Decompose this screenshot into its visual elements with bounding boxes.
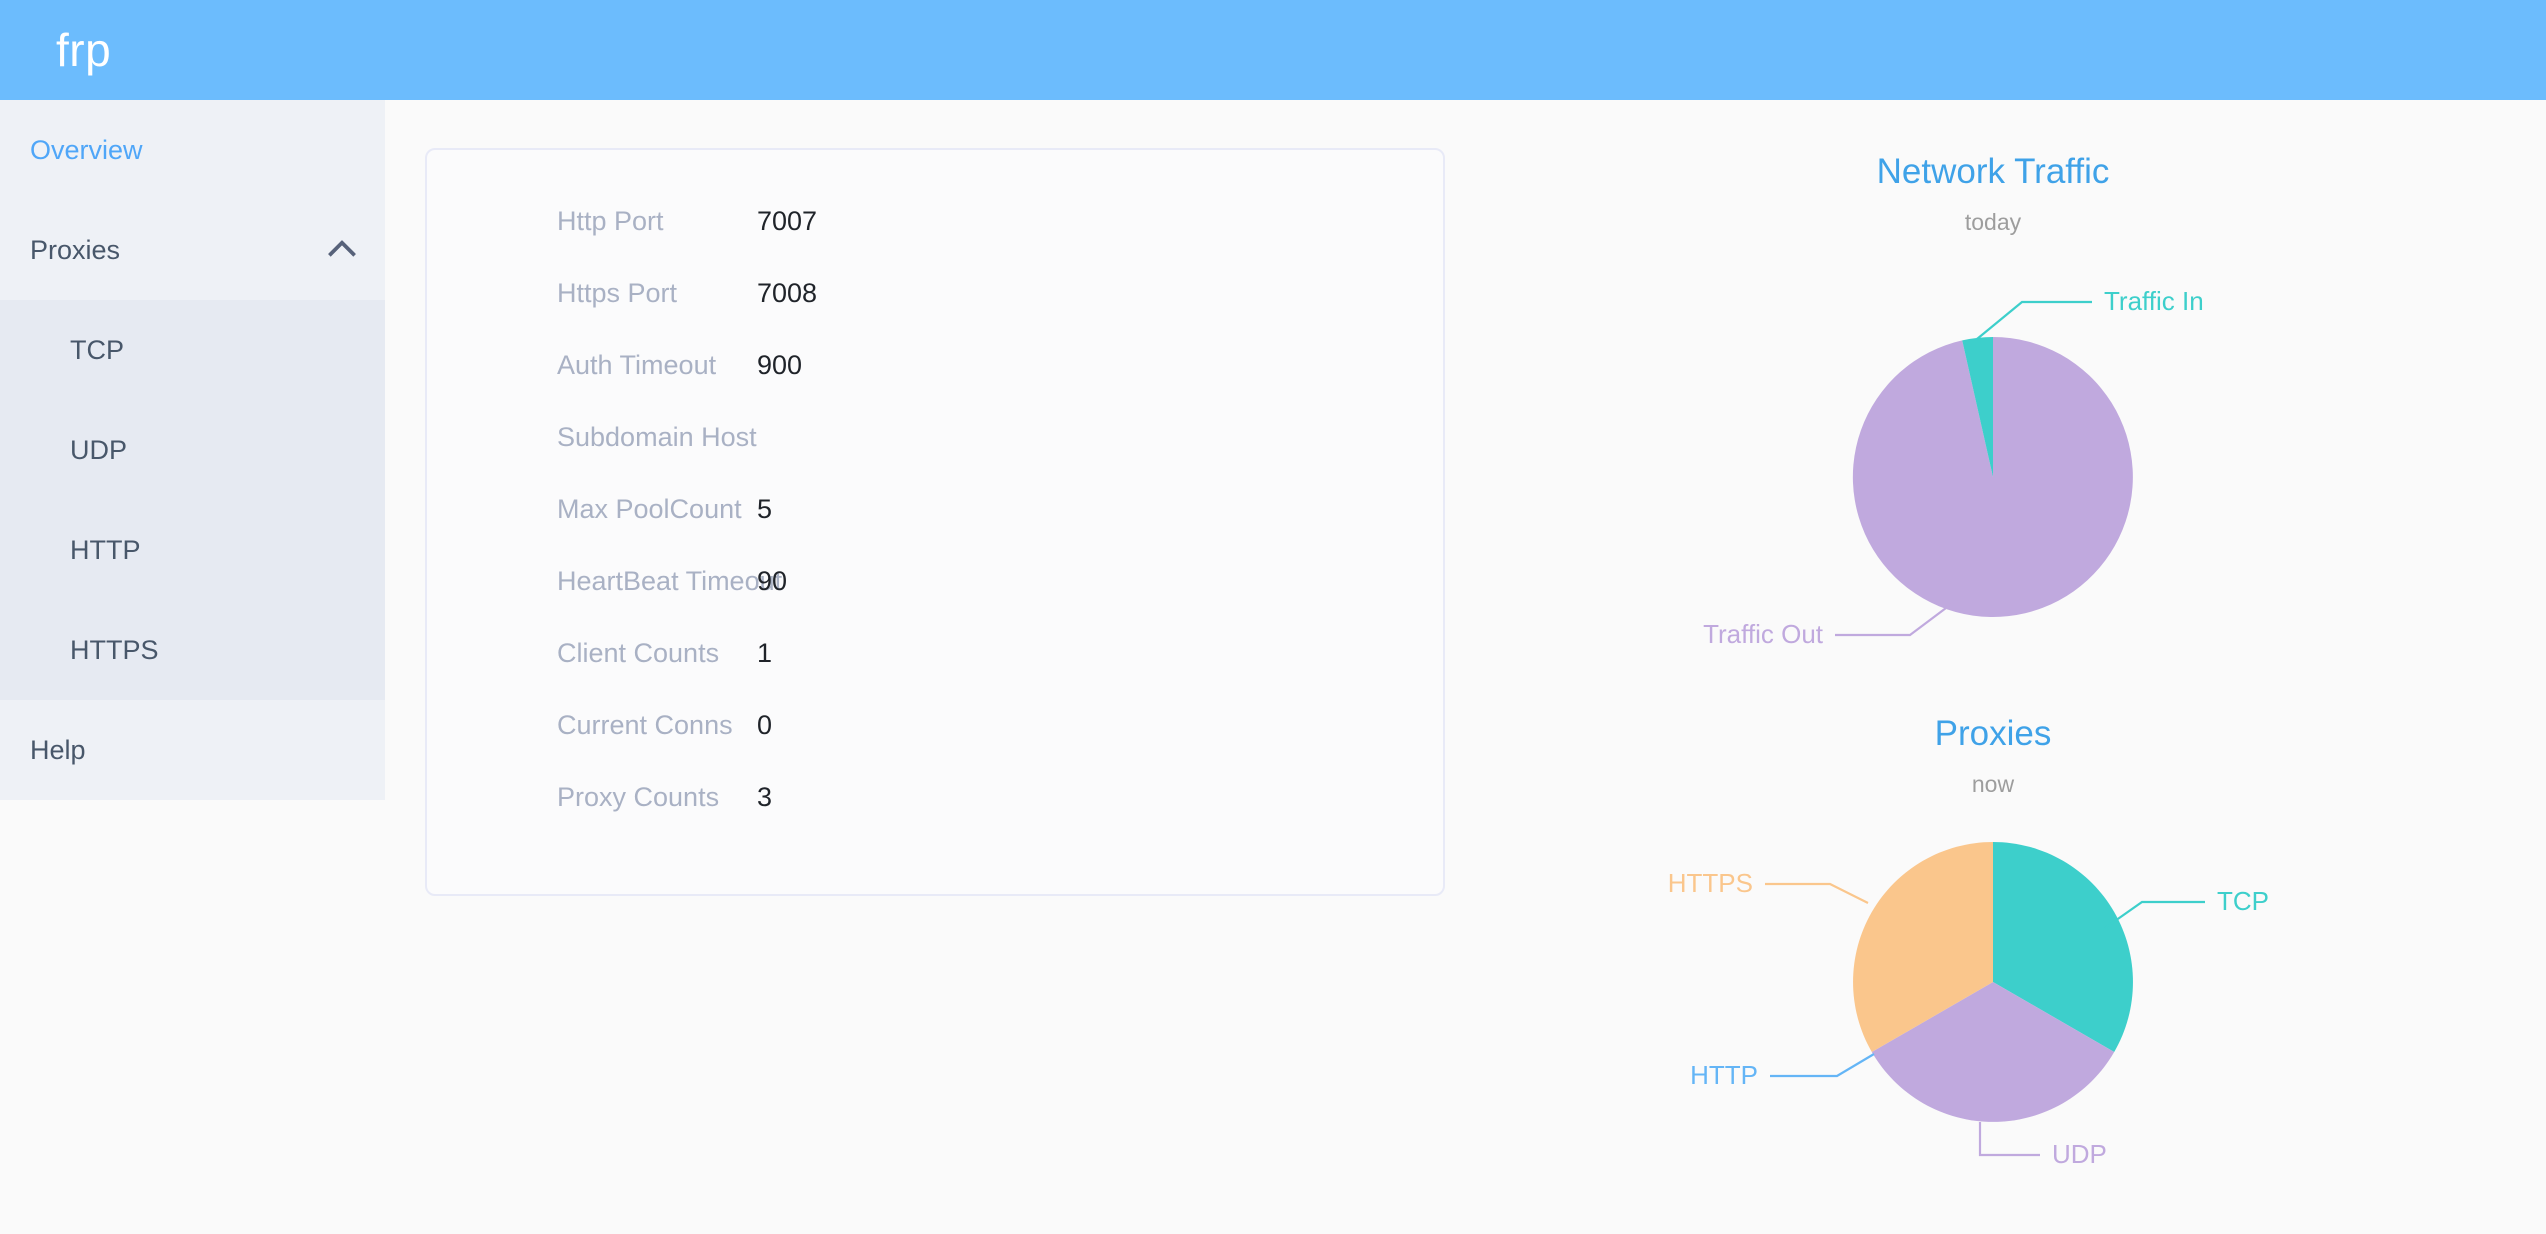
network-traffic-chart: Network Traffic today Traffic In Traffic…: [1440, 100, 2546, 660]
chart-title: Proxies: [1934, 714, 2052, 753]
pie-label-traffic-in: Traffic In: [2104, 286, 2204, 316]
pie-leader-udp: [1978, 1122, 2040, 1157]
pie-slice-https[interactable]: [1853, 842, 1993, 1052]
info-label: Proxy Counts: [557, 782, 720, 812]
sidebar-submenu-proxies: TCP UDP HTTP HTTPS: [0, 300, 385, 700]
network-traffic-pie-wrap[interactable]: Traffic In Traffic Out: [1440, 240, 2546, 660]
table-row: Max PoolCount 5: [427, 494, 1443, 566]
info-value: 900: [757, 350, 803, 380]
info-label: Current Conns: [557, 710, 733, 740]
table-row: Current Conns 0: [427, 710, 1443, 782]
info-label: Http Port: [557, 206, 664, 236]
table-row: Subdomain Host: [427, 422, 1443, 494]
info-label: Https Port: [557, 278, 678, 308]
sidebar-item-help-label: Help: [30, 734, 86, 765]
info-value: 5: [757, 494, 773, 524]
app-header: frp: [0, 0, 2546, 100]
sidebar-item-http[interactable]: HTTP: [0, 500, 385, 600]
info-value: 7008: [757, 278, 818, 308]
chart-subtitle: today: [1964, 209, 2022, 235]
proxies-pie-wrap[interactable]: TCP UDP HTTP HTTPS: [1440, 802, 2546, 1222]
sidebar-item-proxies[interactable]: Proxies: [0, 200, 385, 300]
charts-column: Network Traffic today Traffic In Traffic…: [1440, 100, 2546, 1234]
table-row: Http Port 7007: [427, 206, 1443, 278]
pie-slice-tcp[interactable]: [1993, 842, 2133, 1052]
table-row: Client Counts 1: [427, 638, 1443, 710]
pie-slice-udp[interactable]: [1871, 982, 2115, 1122]
chart-subtitle: now: [1971, 771, 2015, 797]
sidebar-item-tcp[interactable]: TCP: [0, 300, 385, 400]
sidebar-item-tcp-label: TCP: [70, 334, 124, 365]
info-label: HeartBeat Timeout: [557, 566, 783, 596]
sidebar-item-http-label: HTTP: [70, 534, 141, 565]
server-info-table: Http Port 7007 Https Port 7008 Auth Time…: [427, 206, 1443, 854]
table-row: Https Port 7008: [427, 278, 1443, 350]
info-value: 90: [757, 566, 788, 596]
pie-leader-https: [1765, 882, 1869, 904]
table-row: Auth Timeout 900: [427, 350, 1443, 422]
server-info-card: Http Port 7007 Https Port 7008 Auth Time…: [425, 148, 1445, 896]
sidebar-item-overview[interactable]: Overview: [0, 100, 385, 200]
pie-leader-tcp: [2104, 900, 2205, 929]
sidebar-item-udp-label: UDP: [70, 434, 128, 465]
proxies-chart: Proxies now TCP: [1440, 662, 2546, 1222]
chart-title: Network Traffic: [1876, 152, 2110, 191]
pie-leader-traffic-in: [1976, 300, 2092, 340]
info-label: Subdomain Host: [557, 422, 757, 452]
pie-label-traffic-out: Traffic Out: [1703, 619, 1824, 649]
sidebar-item-https-label: HTTPS: [70, 634, 159, 665]
info-value: 0: [757, 710, 773, 740]
pie-label-http: HTTP: [1690, 1060, 1758, 1090]
pie-leader-traffic-out: [1835, 598, 1959, 637]
info-value: 3: [757, 782, 773, 812]
info-label: Max PoolCount: [557, 494, 742, 524]
pie-slice-traffic-out[interactable]: [1852, 337, 2133, 617]
info-label: Client Counts: [557, 638, 720, 668]
app-body: Overview Proxies TCP UDP HTTP HTTPS Help: [0, 100, 2546, 1234]
sidebar-item-overview-label: Overview: [30, 134, 143, 165]
info-value: 7007: [757, 206, 818, 236]
sidebar-item-proxies-label: Proxies: [30, 234, 121, 265]
main-content: Http Port 7007 Https Port 7008 Auth Time…: [385, 100, 2546, 1234]
info-value: 1: [757, 638, 773, 668]
pie-label-https: HTTPS: [1668, 868, 1753, 898]
pie-slice-traffic-in[interactable]: [1962, 336, 1993, 477]
table-row: Proxy Counts 3: [427, 782, 1443, 854]
pie-leader-http: [1770, 1053, 1875, 1078]
sidebar: Overview Proxies TCP UDP HTTP HTTPS Help: [0, 100, 385, 800]
pie-label-tcp: TCP: [2217, 886, 2269, 916]
table-row: HeartBeat Timeout 90: [427, 566, 1443, 638]
sidebar-item-https[interactable]: HTTPS: [0, 600, 385, 700]
sidebar-item-help[interactable]: Help: [0, 700, 385, 800]
app-title: frp: [56, 24, 112, 76]
network-traffic-pie-svg[interactable]: Traffic In Traffic Out: [1440, 240, 2546, 660]
info-label: Auth Timeout: [557, 350, 717, 380]
sidebar-item-udp[interactable]: UDP: [0, 400, 385, 500]
chevron-up-icon: [329, 237, 355, 263]
proxies-pie-svg[interactable]: TCP UDP HTTP HTTPS: [1440, 802, 2546, 1222]
pie-label-udp: UDP: [2052, 1139, 2107, 1169]
